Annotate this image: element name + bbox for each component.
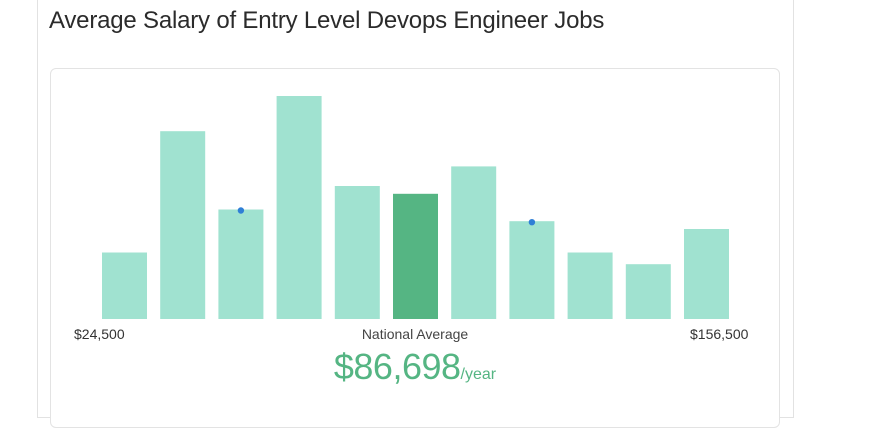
chart-title: Average Salary of Entry Level Devops Eng… xyxy=(49,7,605,34)
bar-9[interactable] xyxy=(567,252,613,320)
bar-marker-dot xyxy=(528,219,536,226)
bar-1[interactable] xyxy=(102,252,147,320)
frame-right-border xyxy=(793,0,794,418)
bar-10[interactable] xyxy=(625,264,671,319)
frame-left-border xyxy=(37,0,38,418)
bar-4[interactable] xyxy=(276,96,322,319)
bar-3[interactable] xyxy=(218,209,264,320)
average-salary-unit: /year xyxy=(460,366,497,383)
national-average-label: National Average xyxy=(361,326,469,342)
bar-marker-dot xyxy=(237,207,245,214)
bar-7[interactable] xyxy=(451,166,497,319)
bar-5[interactable] xyxy=(334,186,380,319)
bar-2[interactable] xyxy=(160,131,206,319)
x-axis-max-label: $156,500 xyxy=(690,326,749,342)
bar-11[interactable] xyxy=(684,229,729,319)
bar-8[interactable] xyxy=(509,221,555,319)
average-salary: $86,698/year xyxy=(300,346,530,388)
bar-national-average[interactable] xyxy=(393,193,438,319)
average-salary-amount: $86,698 xyxy=(333,346,461,387)
x-axis-min-label: $24,500 xyxy=(74,326,125,342)
